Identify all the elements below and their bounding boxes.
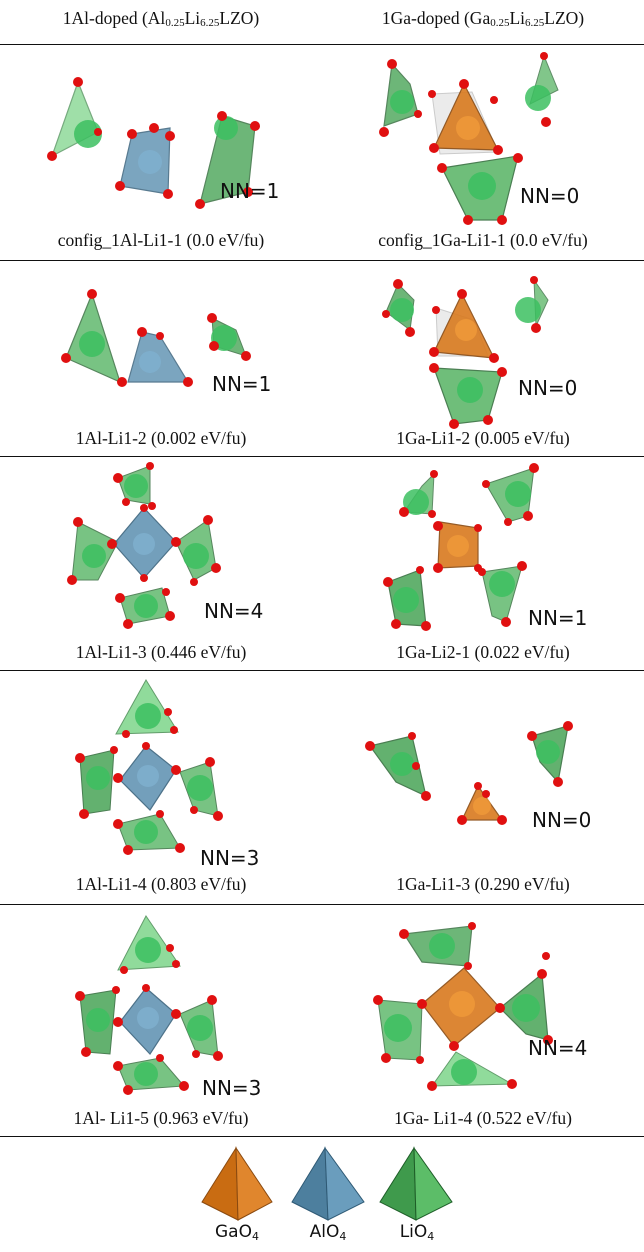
al-structure-image [47, 77, 260, 209]
al-config-cell: NN=1 1Al-Li1-2 (0.002 eV/fu) [0, 260, 322, 456]
al-structure-image [75, 915, 223, 1095]
config-caption: 1Al- Li1-5 (0.963 eV/fu) [73, 1108, 249, 1128]
config-caption: 1Ga-Li1-2 (0.005 eV/fu) [396, 428, 570, 448]
ga-structure-image [365, 721, 573, 825]
header-al-doped: 1Al-doped (Al0.25Li6.25LZO) [62, 8, 260, 29]
config-caption: 1Al-Li1-4 (0.803 eV/fu) [75, 874, 247, 894]
nn-label: NN=4 [204, 599, 264, 623]
table-header: 1Al-doped (Al0.25Li6.25LZO) 1Ga-doped (G… [0, 0, 644, 45]
config-row-1: NN=1 config_1Al-Li1-1 (0.0 eV/fu) [0, 44, 644, 261]
nn-label: NN=1 [212, 372, 272, 396]
al-structure-image [75, 679, 223, 855]
ga-config-cell: NN=0 config_1Ga-Li1-1 (0.0 eV/fu) [322, 44, 644, 260]
config-caption: config_1Al-Li1-1 (0.0 eV/fu) [57, 230, 265, 250]
alo4-tetrahedron-icon [291, 1146, 365, 1221]
config-row-3: NN=4 1Al-Li1-3 (0.446 eV/fu) [0, 456, 644, 671]
ga-structure-image [379, 52, 559, 225]
config-row-5: NN=3 1Al- Li1-5 (0.963 eV/fu) [0, 904, 644, 1137]
config-caption: 1Al-Li1-3 (0.446 eV/fu) [75, 642, 247, 662]
header-ga-doped: 1Ga-doped (Ga0.25Li6.25LZO) [381, 8, 585, 29]
ga-config-cell: NN=1 1Ga-Li2-1 (0.022 eV/fu) [322, 456, 644, 670]
legend-label-alo4: AlO4 [309, 1222, 347, 1243]
al-config-cell: NN=3 1Al- Li1-5 (0.963 eV/fu) [0, 904, 322, 1136]
al-config-cell: NN=1 config_1Al-Li1-1 (0.0 eV/fu) [0, 44, 322, 260]
al-config-cell: NN=4 1Al-Li1-3 (0.446 eV/fu) [0, 456, 322, 670]
legend: GaO4 AlO4 LiO4 [0, 1136, 644, 1252]
legend-label-lio4: LiO4 [399, 1222, 435, 1243]
ga-structure-image [382, 276, 549, 429]
ga-structure-image [383, 463, 539, 631]
config-row-4: NN=3 1Al-Li1-4 (0.803 eV/fu) NN=0 1Ga-Li… [0, 670, 644, 905]
nn-label: NN=3 [202, 1076, 262, 1100]
config-caption: 1Ga-Li2-1 (0.022 eV/fu) [396, 642, 570, 662]
nn-label: NN=4 [528, 1036, 588, 1060]
legend-shapes [201, 1146, 453, 1221]
config-caption: 1Ga-Li1-3 (0.290 eV/fu) [396, 874, 570, 894]
ga-structure-image [373, 922, 553, 1091]
nn-label: NN=0 [518, 376, 578, 400]
al-structure-image [61, 289, 251, 387]
config-caption: 1Ga- Li1-4 (0.522 eV/fu) [394, 1108, 572, 1128]
ga-config-cell: NN=0 1Ga-Li1-2 (0.005 eV/fu) [322, 260, 644, 456]
nn-label: NN=0 [532, 808, 592, 832]
config-caption: 1Al-Li1-2 (0.002 eV/fu) [75, 428, 247, 448]
nn-label: NN=1 [220, 179, 280, 203]
al-structure-image [67, 462, 221, 629]
nn-label: NN=3 [200, 846, 260, 870]
legend-label-gao4: GaO4 [215, 1222, 259, 1243]
gao4-tetrahedron-icon [201, 1146, 273, 1221]
config-row-2: NN=1 1Al-Li1-2 (0.002 eV/fu) [0, 260, 644, 457]
ga-config-cell: NN=4 1Ga- Li1-4 (0.522 eV/fu) [322, 904, 644, 1136]
nn-label: NN=0 [520, 184, 580, 208]
ga-config-cell: NN=0 1Ga-Li1-3 (0.290 eV/fu) [322, 670, 644, 904]
config-caption: config_1Ga-Li1-1 (0.0 eV/fu) [378, 230, 588, 250]
nn-label: NN=1 [528, 606, 588, 630]
al-config-cell: NN=3 1Al-Li1-4 (0.803 eV/fu) [0, 670, 322, 904]
lio4-tetrahedron-icon [379, 1146, 453, 1221]
